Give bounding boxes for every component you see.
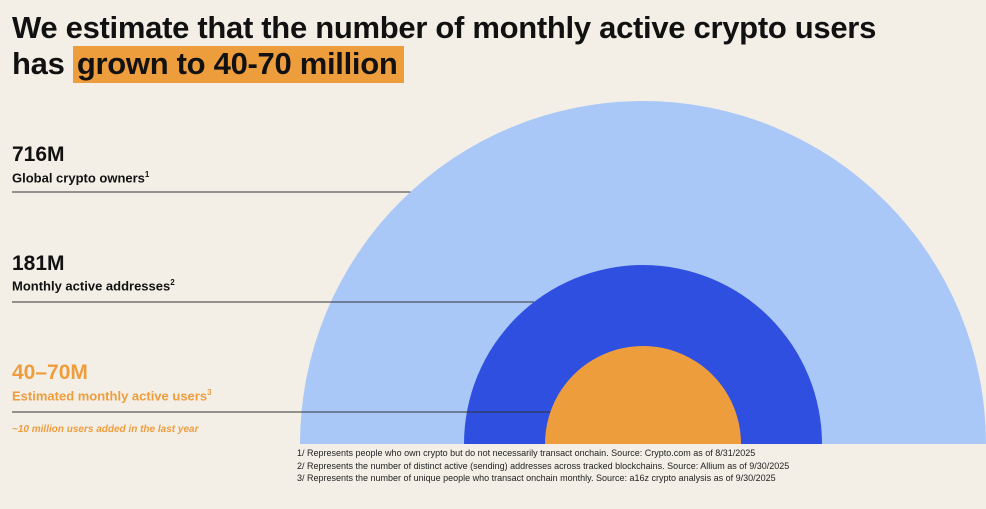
desc-addresses-text: Monthly active addresses (12, 278, 171, 294)
chart-title: We estimate that the number of monthly a… (12, 10, 877, 83)
footnote-3: 3/ Represents the number of unique peopl… (297, 473, 776, 483)
title-line-2-prefix: has (12, 46, 65, 81)
value-label-owners: 716M (12, 143, 65, 166)
title-highlight: grown to 40-70 million (72, 46, 404, 83)
desc-users-text: Estimated monthly active users (12, 388, 208, 404)
title-line-1: We estimate that the number of monthly a… (12, 10, 877, 45)
footnotes: 1/ Represents people who own crypto but … (297, 447, 789, 485)
desc-label-owners: Global crypto owners1 (12, 170, 149, 185)
ring-estimated-monthly-active-users (545, 346, 741, 444)
desc-owners-text: Global crypto owners (12, 170, 145, 186)
desc-label-addresses: Monthly active addresses2 (12, 278, 175, 293)
footnote-marker-2: 2 (170, 278, 175, 287)
footnote-1: 1/ Represents people who own crypto but … (297, 448, 756, 458)
desc-label-users: Estimated monthly active users3 (12, 388, 212, 403)
value-label-users: 40–70M (12, 361, 88, 384)
footnote-marker-3: 3 (207, 388, 212, 397)
footnote-marker-1: 1 (144, 170, 150, 179)
value-label-addresses: 181M (12, 252, 65, 275)
annotation-users-added: ~10 million users added in the last year (12, 424, 199, 435)
footnote-2: 2/ Represents the number of distinct act… (297, 460, 790, 471)
